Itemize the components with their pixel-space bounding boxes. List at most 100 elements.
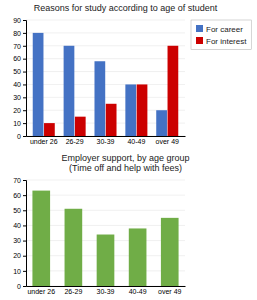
tick-mark	[23, 33, 26, 34]
tick-label: 60	[13, 192, 21, 199]
grid-line	[26, 45, 185, 46]
bar	[129, 228, 147, 286]
tick: 30-39	[97, 286, 115, 295]
tick-mark	[23, 241, 26, 242]
legend-item: For career	[196, 25, 243, 34]
tick: 30	[13, 237, 26, 244]
tick-label: 26-29	[66, 138, 84, 145]
tick: under 26	[30, 136, 58, 145]
tick: 20	[13, 252, 26, 259]
tick: 10	[13, 120, 26, 127]
x-axis: under 26 26-29 30-39 40-49 over 49	[27, 136, 186, 145]
tick-label: 70	[13, 177, 21, 184]
axis-line	[27, 286, 186, 287]
tick: 0	[17, 283, 26, 290]
tick-mark	[23, 271, 26, 272]
bar	[161, 218, 179, 286]
tick-mark	[23, 84, 26, 85]
tick: 50	[13, 207, 26, 214]
tick: 26-29	[66, 136, 84, 145]
tick-label: 60	[13, 55, 21, 62]
tick-mark	[23, 123, 26, 124]
tick-label: 40-49	[129, 288, 147, 295]
tick-label: 20	[13, 107, 21, 114]
tick: 0	[17, 133, 26, 140]
tick-label: 10	[13, 120, 21, 127]
tick: 70	[13, 177, 26, 184]
tick-label: over 49	[158, 288, 181, 295]
grid-line	[26, 58, 185, 59]
tick: 60	[13, 55, 26, 62]
tick-label: 30	[13, 237, 21, 244]
tick-label: 10	[13, 268, 21, 275]
tick-label: 80	[13, 30, 21, 37]
bars	[32, 191, 178, 286]
tick-label: 26-29	[64, 288, 82, 295]
tick-label: under 26	[30, 138, 58, 145]
bar	[33, 33, 44, 136]
tick-mark	[23, 72, 26, 73]
series	[33, 33, 167, 136]
tick-label: under 26	[27, 288, 55, 295]
tick-mark	[23, 210, 26, 211]
legend-swatch	[196, 25, 203, 32]
tick-mark	[23, 256, 26, 257]
tick-mark	[23, 59, 26, 60]
bar	[168, 46, 179, 136]
tick: 60	[13, 192, 26, 199]
grid	[26, 20, 185, 136]
bar	[137, 84, 148, 136]
grid	[26, 180, 185, 286]
tick-mark	[23, 180, 26, 181]
tick: 20	[13, 107, 26, 114]
tick: 30	[13, 94, 26, 101]
grid-line	[26, 97, 185, 98]
legend: For career For interest	[191, 20, 251, 50]
title-line: Reasons for study according to age of st…	[34, 3, 218, 13]
tick-label: 50	[13, 68, 21, 75]
tick: 90	[13, 17, 26, 24]
tick-label: 30	[13, 94, 21, 101]
chart: Reasons for study according to age of st…	[13, 3, 251, 145]
tick-label: 40-49	[127, 138, 145, 145]
tick: over 49	[156, 136, 179, 145]
bar	[32, 191, 50, 286]
tick-label: 70	[13, 43, 21, 50]
grid-line	[26, 20, 185, 21]
axis-line	[23, 181, 27, 287]
title: Reasons for study according to age of st…	[34, 3, 218, 13]
figure: Reasons for study according to age of st…	[0, 0, 257, 300]
title: Employer support, by age group(Time off …	[61, 153, 189, 173]
tick-label: 20	[13, 252, 21, 259]
bar	[64, 46, 75, 136]
tick-label: 90	[13, 17, 21, 24]
bar	[156, 110, 167, 136]
tick: 26-29	[64, 286, 82, 295]
tick-label: over 49	[156, 138, 179, 145]
axis-line	[27, 136, 186, 137]
tick: 30-39	[97, 136, 115, 145]
bar	[125, 84, 136, 136]
tick: 40	[13, 222, 26, 229]
grid-line	[26, 180, 185, 181]
tick-mark	[23, 20, 26, 21]
legend-label: For interest	[206, 37, 247, 46]
tick-mark	[23, 46, 26, 47]
grid-line	[26, 84, 185, 85]
tick-label: 0	[17, 283, 21, 290]
tick-mark	[23, 136, 26, 137]
x-axis: under 26 26-29 30-39 40-49 over 49	[27, 286, 186, 295]
tick: 10	[13, 268, 26, 275]
grid-line	[26, 71, 185, 72]
bar	[65, 209, 83, 286]
grid-line	[26, 32, 185, 33]
series	[44, 46, 178, 136]
tick-mark	[23, 286, 26, 287]
legend-frame	[191, 20, 251, 50]
title-line: Employer support, by age group	[61, 153, 189, 163]
tick-label: 30-39	[97, 288, 115, 295]
tick: 50	[13, 68, 26, 75]
y-axis: 0 10 20 30 40 50 60 70	[13, 177, 26, 290]
bars	[33, 33, 179, 136]
bar	[44, 123, 55, 136]
